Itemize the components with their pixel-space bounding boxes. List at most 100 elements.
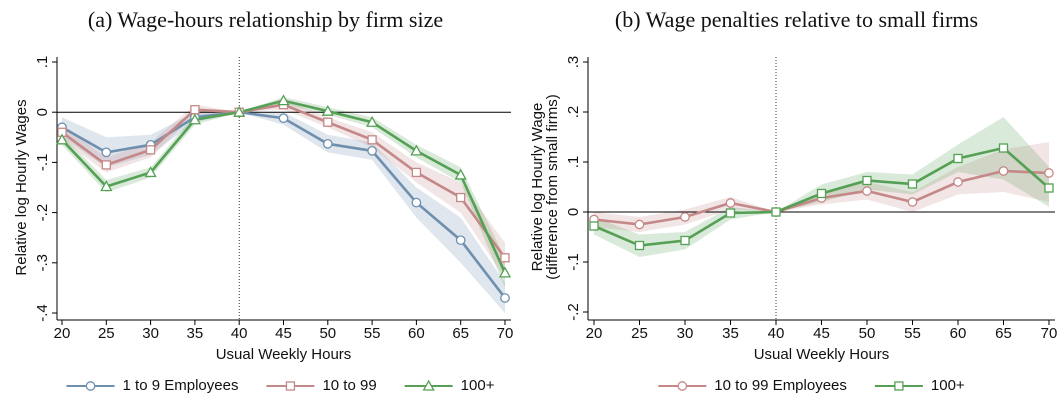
y-tick-label: .1 — [565, 156, 582, 169]
y-tick-label: 0 — [565, 208, 582, 216]
x-axis-label: Usual Weekly Hours — [216, 346, 352, 363]
x-tick-label: 65 — [995, 325, 1012, 342]
x-tick-label: 70 — [497, 325, 514, 342]
x-tick-label: 20 — [586, 325, 603, 342]
y-tick-label: -.2 — [34, 204, 51, 222]
data-point — [1044, 183, 1054, 193]
legend-label: 100+ — [931, 377, 965, 394]
x-tick-label: 35 — [187, 325, 204, 342]
data-point — [907, 197, 918, 207]
data-point — [410, 144, 423, 156]
x-tick-label: 45 — [813, 325, 830, 342]
x-tick-label: 45 — [275, 325, 292, 342]
confidence-band — [62, 99, 505, 278]
data-point — [953, 177, 963, 187]
legend: 1 to 9 Employees 10 to 99 100+ — [66, 377, 495, 394]
x-tick-label: 20 — [54, 325, 71, 342]
data-point — [454, 168, 467, 180]
legend-item: 100+ — [874, 377, 965, 394]
data-point — [411, 197, 422, 208]
data-point — [100, 180, 113, 192]
y-tick-label: .3 — [565, 56, 582, 69]
x-tick-label: 65 — [452, 325, 469, 342]
x-tick-label: 50 — [859, 325, 876, 342]
data-point — [456, 192, 466, 203]
data-point — [998, 143, 1009, 153]
legend-label: 10 to 99 — [322, 377, 376, 394]
y-tick-label: -.2 — [565, 303, 582, 321]
data-point — [323, 117, 333, 127]
x-tick-label: 40 — [231, 325, 248, 342]
data-point — [188, 113, 202, 125]
y-tick-label: .1 — [34, 56, 51, 69]
data-point — [500, 293, 510, 303]
x-tick-label: 40 — [768, 325, 785, 342]
data-point — [322, 138, 333, 149]
x-tick-label: 55 — [904, 325, 921, 342]
legend-label: 10 to 99 Employees — [714, 377, 847, 394]
legend-marker — [894, 381, 904, 391]
data-point — [367, 146, 377, 156]
legend-marker — [422, 379, 435, 391]
data-point — [321, 104, 334, 116]
y-tick-label: -.4 — [34, 304, 51, 322]
x-tick-label: 55 — [364, 325, 381, 342]
data-point — [190, 105, 200, 115]
y-tick-label: -.1 — [565, 253, 582, 271]
data-point — [589, 221, 599, 231]
data-point — [680, 212, 690, 222]
data-point — [145, 145, 156, 155]
x-tick-label: 35 — [722, 325, 739, 342]
data-point — [278, 113, 289, 124]
y-axis-label: Relative log Hourly Wage — [529, 103, 546, 272]
confidence-band — [594, 117, 1049, 257]
data-point — [55, 133, 69, 145]
data-point — [101, 147, 112, 158]
data-point — [634, 240, 645, 251]
x-tick-label: 30 — [677, 325, 694, 342]
legend-item: 10 to 99 Employees — [658, 377, 847, 394]
data-point — [725, 198, 736, 208]
data-point — [725, 208, 736, 218]
legend-item: 1 to 9 Employees — [66, 377, 239, 394]
data-point — [862, 186, 872, 196]
data-point — [771, 207, 781, 217]
data-point — [277, 94, 290, 106]
chart-title: (a) Wage-hours relationship by firm size — [88, 7, 443, 32]
y-tick-label: 0 — [34, 108, 51, 116]
x-tick-label: 50 — [319, 325, 336, 342]
panel: (a) Wage-hours relationship by firm size… — [13, 7, 513, 394]
x-tick-label: 30 — [142, 325, 159, 342]
data-point — [498, 266, 512, 278]
y-axis-label: Relative log Hourly Wages — [13, 99, 30, 275]
y-tick-label: .2 — [565, 106, 582, 119]
data-point — [411, 167, 422, 178]
y-tick-label: -.1 — [34, 154, 51, 172]
legend-marker — [677, 381, 688, 391]
legend-item: 10 to 99 — [266, 377, 377, 394]
legend-marker — [85, 381, 96, 391]
data-point — [367, 135, 377, 145]
data-point — [101, 160, 111, 170]
data-point — [233, 105, 246, 117]
data-point — [1044, 168, 1054, 178]
data-point — [680, 235, 690, 246]
y-axis-label: (difference from small firms) — [544, 94, 561, 280]
legend-label: 1 to 9 Employees — [123, 377, 239, 394]
legend-item: 100+ — [404, 377, 495, 394]
data-point — [998, 166, 1009, 176]
data-point — [365, 115, 379, 127]
x-tick-label: 70 — [1041, 325, 1058, 342]
y-tick-label: -.3 — [34, 254, 51, 272]
x-axis-label: Usual Weekly Hours — [754, 346, 890, 363]
confidence-band — [62, 112, 505, 313]
x-tick-label: 60 — [408, 325, 425, 342]
data-point — [953, 153, 963, 164]
chart-title: (b) Wage penalties relative to small fir… — [615, 7, 978, 32]
data-point — [862, 175, 872, 186]
x-tick-label: 25 — [98, 325, 115, 342]
legend-label: 100+ — [461, 377, 495, 394]
data-point — [500, 253, 510, 263]
legend-marker — [285, 381, 296, 391]
